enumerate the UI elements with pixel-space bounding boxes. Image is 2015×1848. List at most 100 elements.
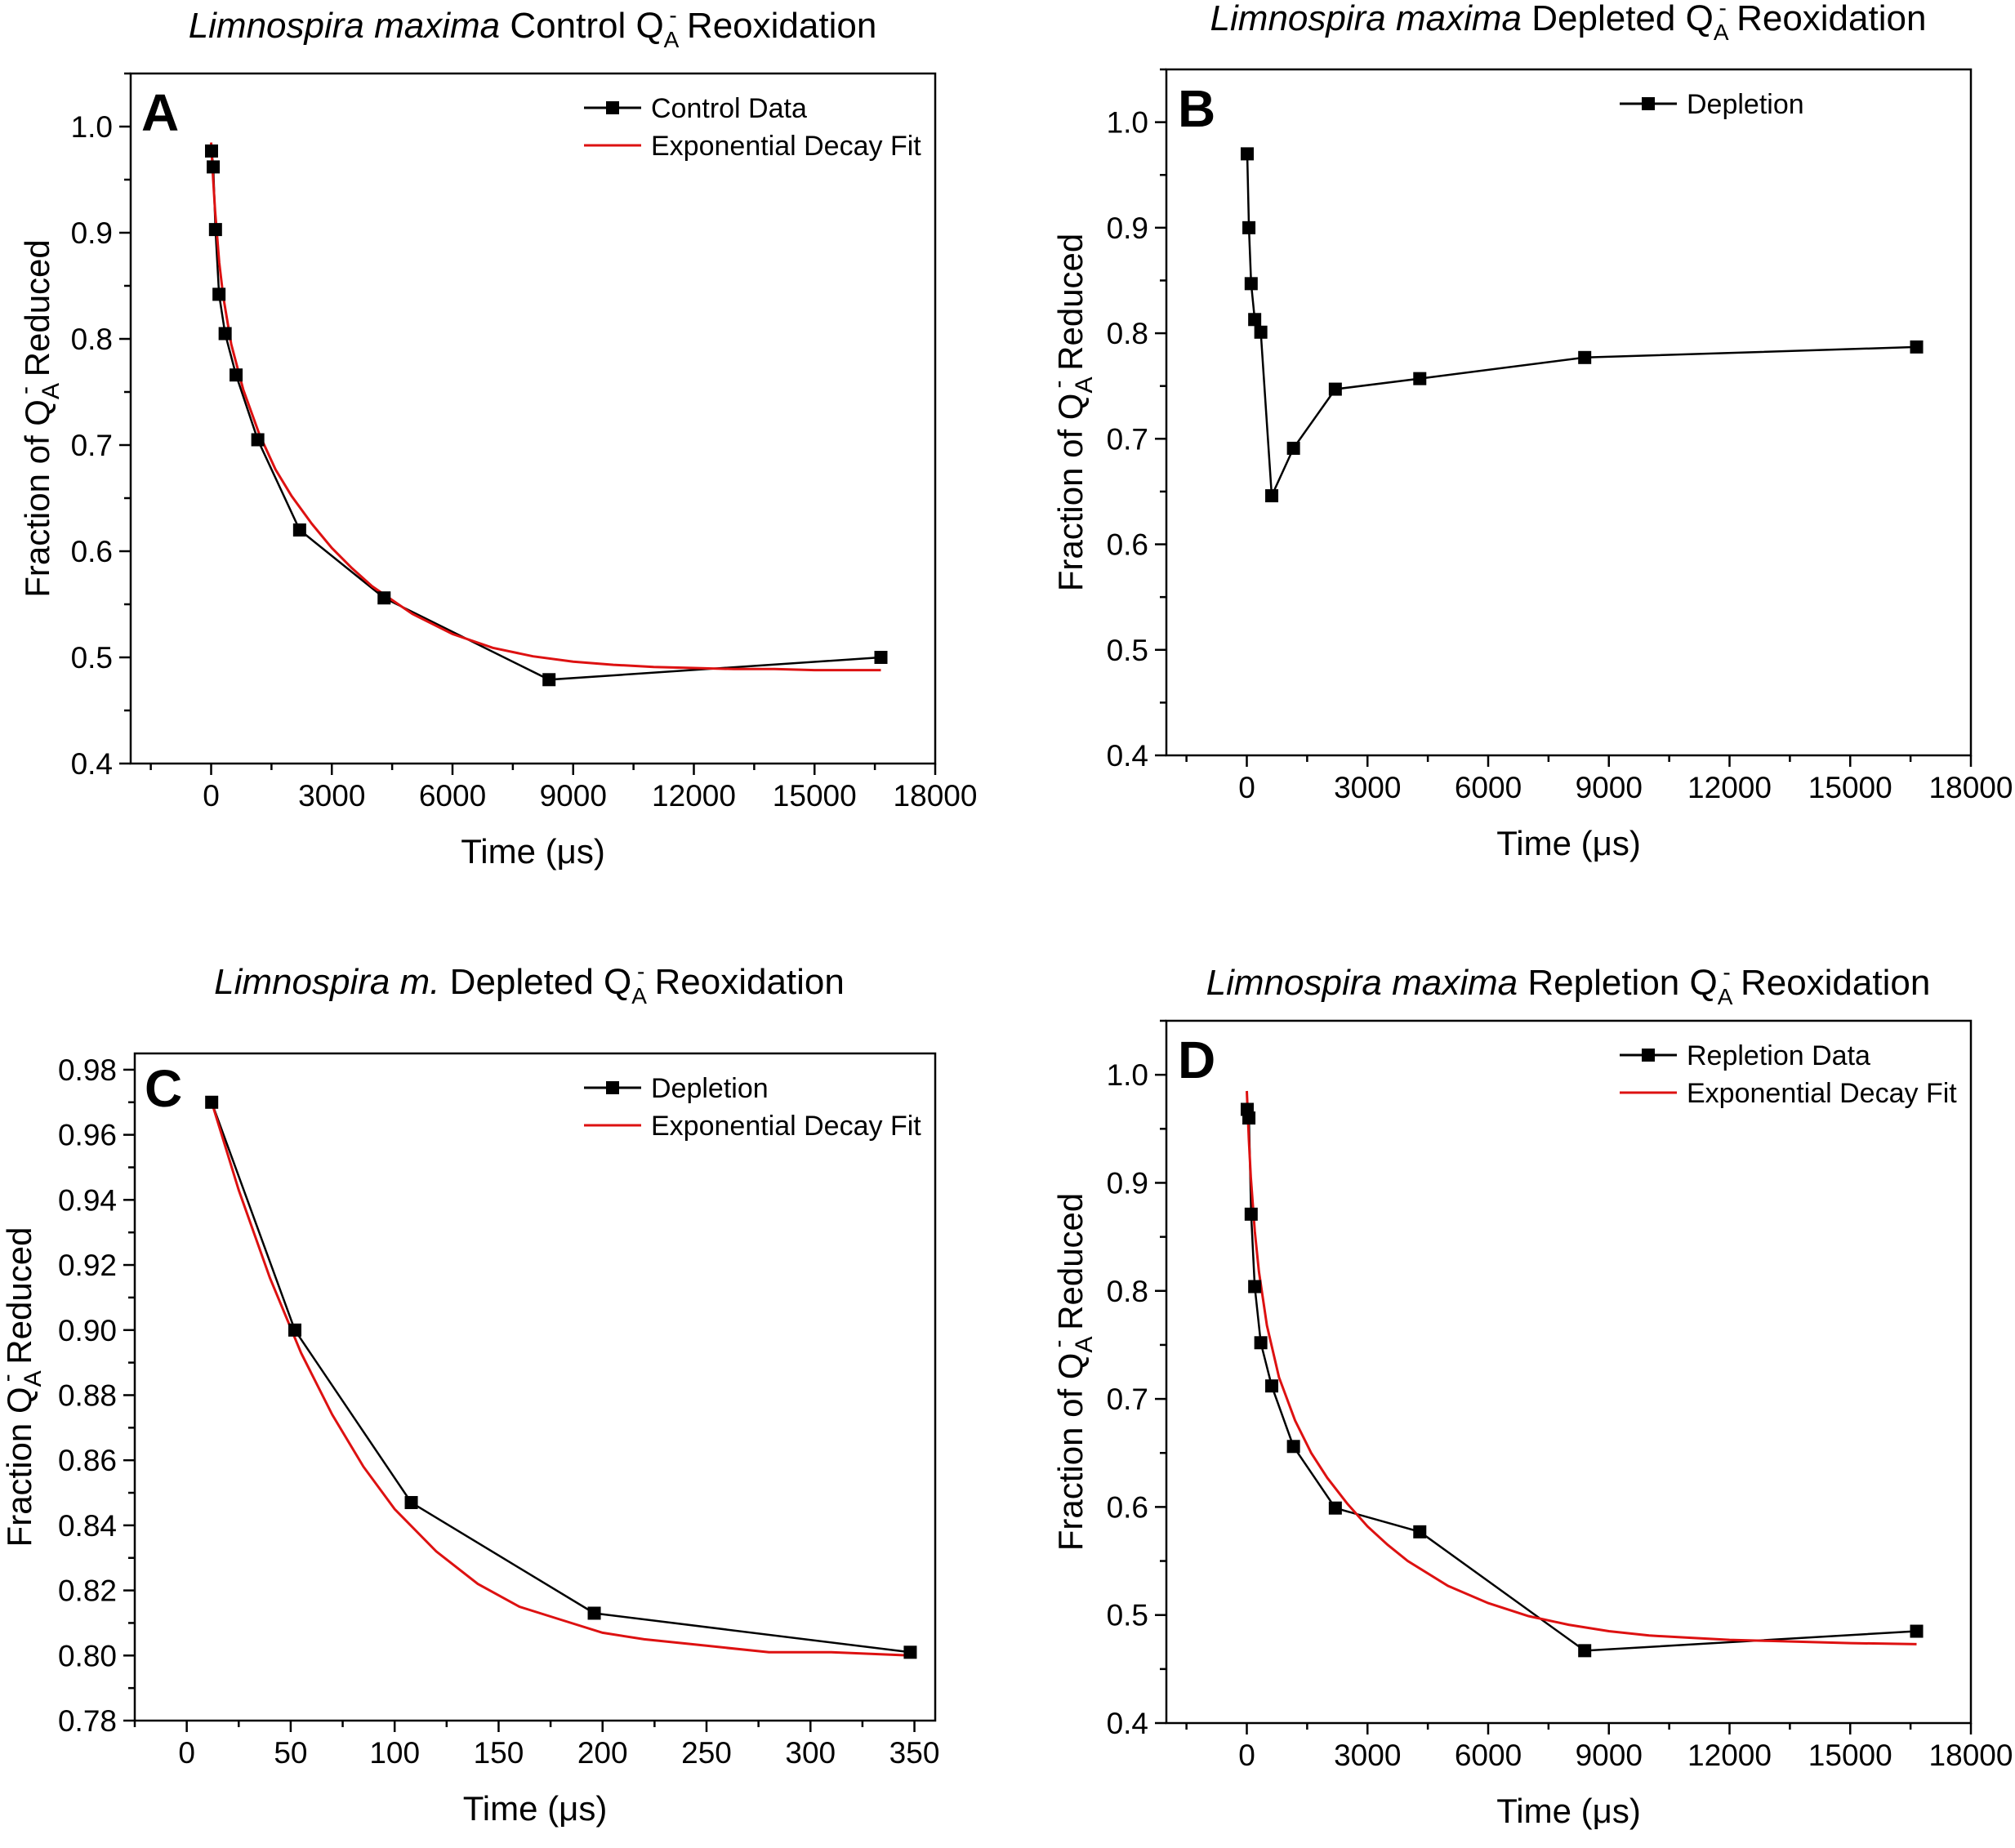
data-point-marker <box>251 433 265 447</box>
y-tick-label: 0.82 <box>58 1574 117 1608</box>
y-tick-label: 0.96 <box>58 1119 117 1152</box>
data-point-marker <box>218 327 232 341</box>
y-tick-label: 0.88 <box>58 1378 117 1412</box>
data-point-marker <box>1248 313 1262 327</box>
data-point-marker <box>404 1495 418 1509</box>
panel-b: Limnospira maxima Depleted QA- Reoxidati… <box>1045 0 2013 862</box>
panel-d-title: Limnospira maxima Repletion QA- Reoxidat… <box>1206 960 1931 1009</box>
data-point-marker <box>1248 1280 1262 1294</box>
y-label-subscript: A <box>20 1370 47 1387</box>
y-tick-label: 0.8 <box>1107 1275 1148 1308</box>
x-tick-label: 3000 <box>1334 1739 1401 1772</box>
title-after: Reoxidation <box>644 962 845 1002</box>
data-point-marker <box>1286 1440 1300 1454</box>
panel-d-series <box>1240 1090 1924 1658</box>
y-tick-label: 0.86 <box>58 1444 117 1477</box>
y-tick-label: 0.7 <box>1107 1383 1148 1416</box>
legend-marker-swatch <box>606 101 619 114</box>
x-tick-label: 0 <box>178 1736 195 1770</box>
data-point-marker <box>377 591 391 605</box>
data-point-marker <box>1254 325 1268 339</box>
x-tick-label: 0 <box>1238 771 1255 804</box>
title-subscript: A <box>631 983 647 1009</box>
data-point-marker <box>1240 147 1254 161</box>
y-tick-label: 1.0 <box>1107 106 1148 140</box>
x-tick-label: 6000 <box>419 779 486 813</box>
y-tick-label: 0.8 <box>1107 317 1148 350</box>
y-tick-label: 0.80 <box>58 1639 117 1672</box>
data-point-marker <box>1244 1207 1258 1221</box>
legend-label: Exponential Decay Fit <box>1687 1078 1957 1109</box>
y-label-post: Reduced <box>0 1227 38 1374</box>
data-point-marker <box>1328 382 1342 396</box>
title-subscript: A <box>664 27 680 52</box>
data-point-marker <box>542 673 556 687</box>
panel-a-letter: A <box>141 83 179 142</box>
y-label-post: Reduced <box>18 239 56 386</box>
y-tick-label: 0.9 <box>1107 212 1148 245</box>
panel-d-x-axis-label: Time (μs) <box>1496 1792 1641 1830</box>
y-label-superscript: - <box>1045 1340 1072 1348</box>
panel-d-axes-frame <box>1165 1019 1973 1725</box>
data-point-marker <box>1265 489 1279 503</box>
y-tick-label: 0.9 <box>1107 1166 1148 1200</box>
x-tick-label: 350 <box>889 1736 940 1770</box>
data-point-marker <box>1244 277 1258 291</box>
y-tick-label: 0.8 <box>71 323 113 356</box>
y-label-post: Reduced <box>1051 234 1090 381</box>
panel-a-axes-frame <box>129 72 937 765</box>
title-text: Depleted Q <box>1522 0 1714 38</box>
title-after: Reoxidation <box>677 6 877 46</box>
data-point-marker <box>212 287 226 301</box>
panel-b-legend: Depletion <box>1620 89 1804 120</box>
x-tick-label: 200 <box>577 1736 628 1770</box>
data-point-marker <box>874 651 888 664</box>
y-label-pre: Fraction Q <box>0 1387 38 1547</box>
legend-label: Depletion <box>651 1073 769 1104</box>
y-tick-label: 0.92 <box>58 1249 117 1282</box>
data-point-marker <box>903 1645 917 1659</box>
y-tick-label: 0.4 <box>71 747 113 781</box>
y-tick-label: 1.0 <box>1107 1058 1148 1092</box>
data-point-marker <box>1578 1644 1592 1658</box>
panel-d-y-axis-label: Fraction of QA- Reduced <box>1045 1193 1098 1552</box>
x-tick-label: 9000 <box>1576 771 1643 804</box>
data-point-marker <box>1910 340 1924 354</box>
title-text: Repletion Q <box>1518 963 1718 1003</box>
panel-c-axes-frame <box>133 1052 937 1722</box>
data-point-marker <box>204 144 218 158</box>
data-point-marker <box>1413 372 1427 385</box>
data-point-marker <box>1413 1525 1427 1539</box>
title-superscript: - <box>1723 960 1730 985</box>
legend-label: Control Data <box>651 93 807 124</box>
x-tick-label: 9000 <box>1576 1739 1643 1772</box>
data-point-marker <box>292 523 306 537</box>
data-point-marker <box>208 223 222 237</box>
y-tick-label: 0.4 <box>1107 1707 1148 1740</box>
title-after: Reoxidation <box>1727 0 1927 38</box>
title-italic-part: Limnospira maxima <box>1206 963 1518 1003</box>
y-tick-label: 0.5 <box>1107 1599 1148 1632</box>
x-tick-label: 18000 <box>1929 771 2013 804</box>
panel-b-x-axis-label: Time (μs) <box>1496 824 1641 862</box>
legend-label: Depletion <box>1687 89 1804 120</box>
y-tick-label: 1.0 <box>71 110 113 144</box>
x-tick-label: 12000 <box>1687 1739 1772 1772</box>
y-tick-label: 0.4 <box>1107 739 1148 773</box>
data-point-marker <box>207 160 221 174</box>
y-tick-label: 0.5 <box>71 641 113 675</box>
data-point-marker <box>205 1095 219 1109</box>
panel-b-series <box>1240 147 1924 503</box>
x-tick-label: 0 <box>203 779 220 813</box>
panel-a-legend: Control Data Exponential Decay Fit <box>584 93 921 162</box>
data-point-marker <box>1242 1111 1256 1125</box>
panel-c-series <box>205 1095 917 1659</box>
title-italic-part: Limnospira m. <box>214 962 439 1002</box>
data-point-marker <box>1328 1501 1342 1515</box>
y-label-subscript: A <box>1071 1337 1098 1353</box>
x-tick-label: 12000 <box>1687 771 1772 804</box>
legend-label: Exponential Decay Fit <box>651 131 921 162</box>
legend-label: Exponential Decay Fit <box>651 1111 921 1142</box>
